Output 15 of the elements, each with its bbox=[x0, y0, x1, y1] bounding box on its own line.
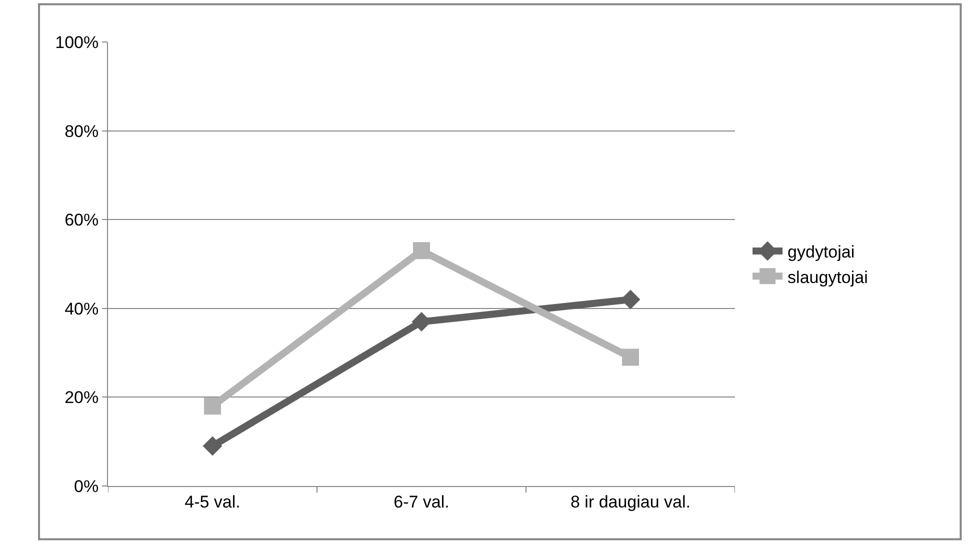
y-tick-label: 20% bbox=[64, 388, 99, 408]
x-tick-label: 8 ir daugiau val. bbox=[570, 492, 691, 512]
legend-label: gydytojai bbox=[788, 242, 855, 262]
x-tick-label: 6-7 val. bbox=[394, 492, 450, 512]
x-tick-label: 4-5 val. bbox=[184, 492, 240, 512]
point bbox=[413, 242, 430, 260]
point bbox=[622, 348, 639, 366]
y-tick-label: 40% bbox=[64, 299, 99, 318]
point bbox=[204, 398, 221, 415]
y-tick-label: 60% bbox=[64, 210, 99, 230]
y-tick-label: 100% bbox=[55, 32, 99, 52]
point bbox=[202, 436, 222, 456]
legend-label: slaugytojai bbox=[788, 268, 868, 287]
y-tick-label: 80% bbox=[64, 122, 99, 141]
y-tick-label: 0% bbox=[74, 476, 99, 496]
